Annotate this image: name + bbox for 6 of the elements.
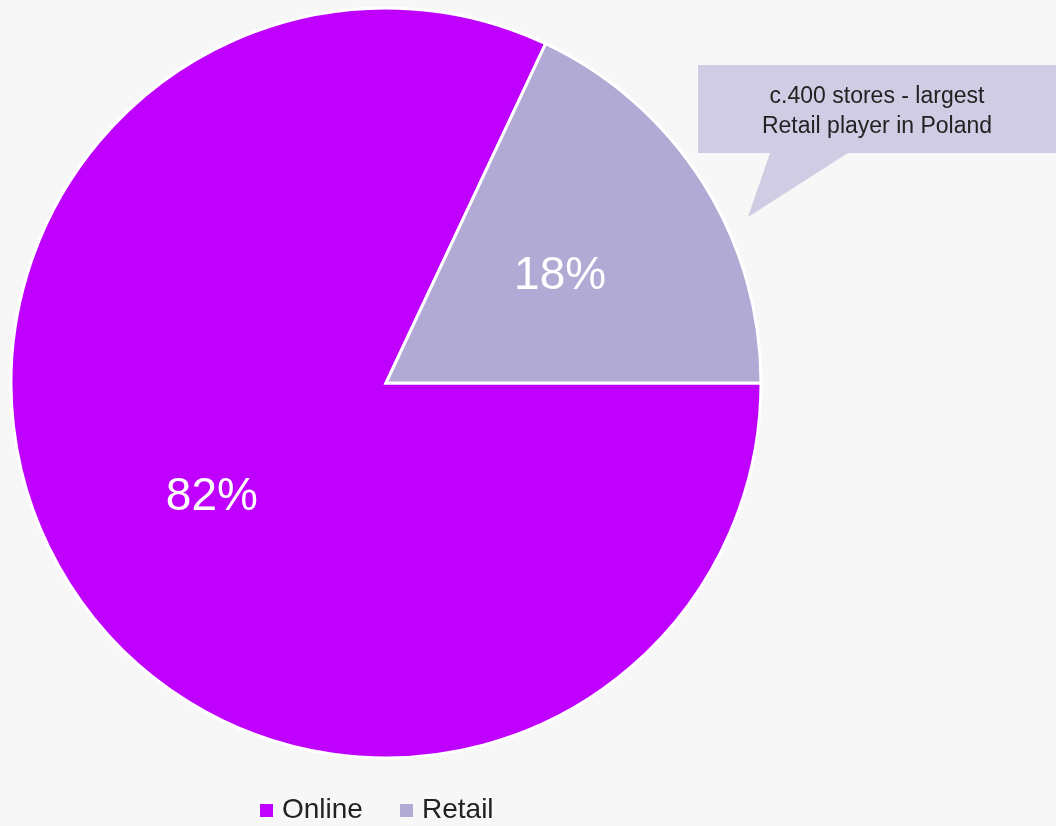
data-label: 82% [165,467,258,520]
text: c.400 stores - largest Retail player in Poland [761,82,993,138]
legend-label: Retail [422,793,494,824]
pie-slice [9,7,763,760]
legend-label: Online [282,793,363,824]
data-label: 18% [514,246,607,299]
